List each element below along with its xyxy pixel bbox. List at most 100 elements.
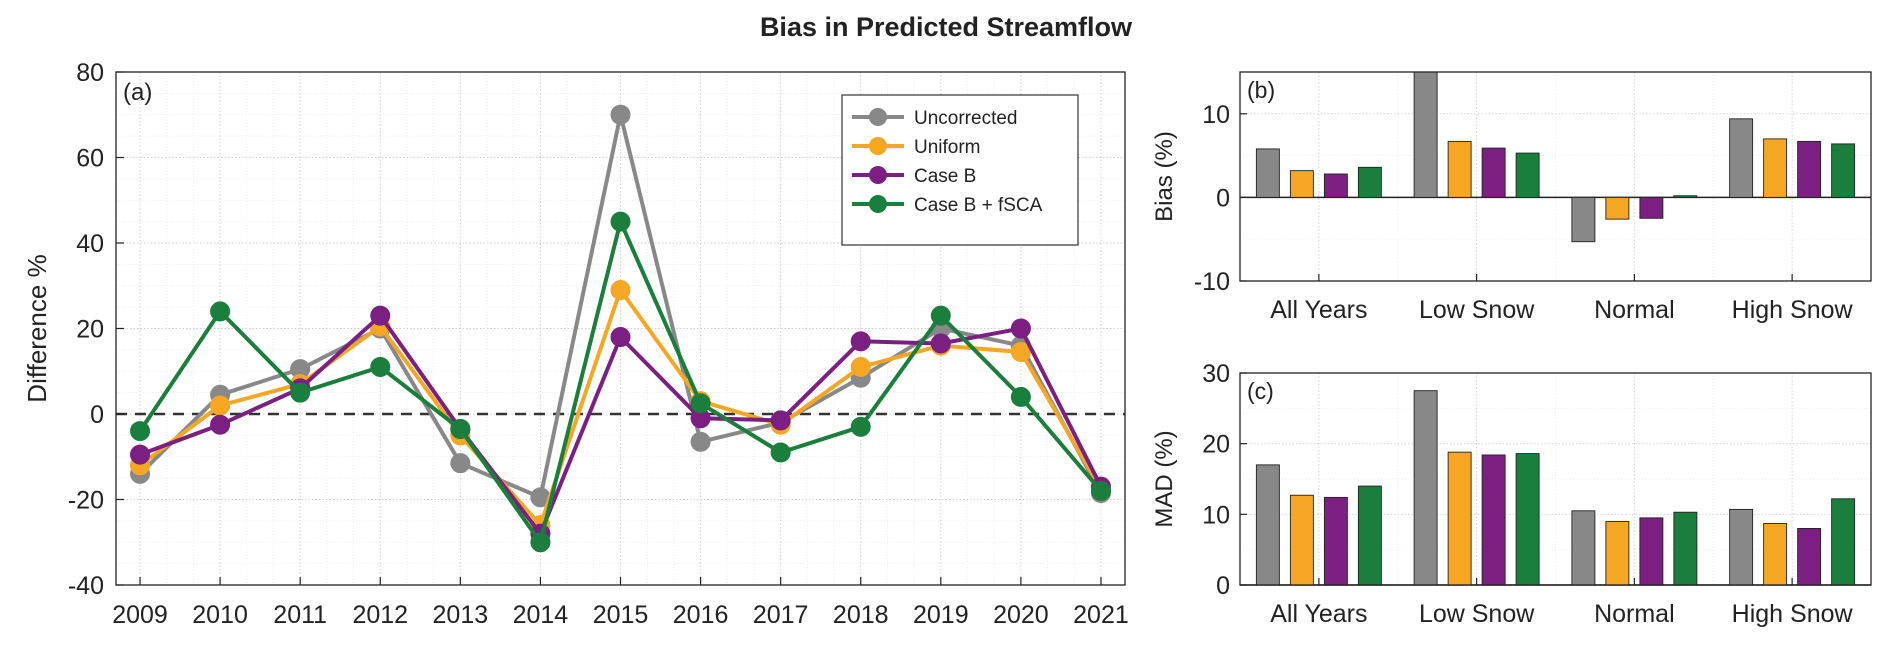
y-tick-label: -40	[68, 572, 104, 600]
data-point	[850, 356, 871, 377]
y-axis-label: MAD (%)	[1151, 430, 1178, 527]
y-tick-label: 40	[76, 230, 104, 258]
data-point	[1010, 386, 1031, 407]
bar	[1447, 451, 1472, 586]
y-tick-label: 20	[76, 316, 104, 344]
data-point	[610, 280, 631, 301]
x-tick-label: 2019	[913, 601, 969, 629]
y-tick-label: 0	[1216, 572, 1230, 600]
y-tick-label: 10	[1202, 501, 1230, 529]
data-point	[770, 410, 791, 431]
x-tick-label: 2011	[273, 601, 327, 629]
data-point	[1010, 342, 1031, 363]
data-point	[370, 356, 391, 377]
data-point	[610, 211, 631, 232]
data-point	[770, 442, 791, 463]
panel-c-axes-frame	[1239, 372, 1872, 586]
x-tick-label: Normal	[1594, 600, 1675, 628]
data-point	[210, 395, 231, 416]
data-point	[690, 393, 711, 414]
bar	[1571, 510, 1596, 586]
x-tick-label: High Snow	[1732, 600, 1854, 628]
bar	[1481, 147, 1506, 198]
bar	[1447, 140, 1472, 198]
y-tick-label: 20	[1202, 431, 1230, 459]
bar	[1571, 196, 1596, 243]
data-point	[450, 453, 471, 474]
x-tick-label: Low Snow	[1419, 600, 1535, 628]
legend-marker	[869, 166, 887, 184]
data-point	[210, 301, 231, 322]
bar	[1357, 485, 1382, 586]
legend-marker	[869, 195, 887, 213]
x-tick-label: 2017	[753, 601, 809, 629]
data-point	[690, 431, 711, 452]
data-point	[850, 331, 871, 352]
y-axis-label: Difference %	[22, 254, 52, 402]
x-tick-label: Normal	[1594, 296, 1675, 324]
data-point	[610, 104, 631, 125]
y-tick-label: -20	[68, 487, 104, 515]
bar	[1797, 140, 1822, 198]
data-point	[1090, 480, 1111, 501]
bar	[1729, 508, 1754, 586]
bar	[1289, 494, 1314, 586]
x-tick-label: High Snow	[1732, 296, 1854, 324]
bar	[1673, 195, 1698, 198]
legend-label: Uniform	[914, 137, 981, 158]
x-tick-label: All Years	[1270, 296, 1367, 324]
data-point	[370, 305, 391, 326]
x-tick-label: 2014	[513, 601, 569, 629]
data-point	[1010, 318, 1031, 339]
bar	[1481, 454, 1506, 586]
bar	[1639, 196, 1664, 219]
bar	[1639, 517, 1664, 586]
figure-title: Bias in Predicted Streamflow	[759, 12, 1133, 42]
bar	[1763, 523, 1788, 586]
legend-marker	[869, 137, 887, 155]
series-line	[138, 219, 1103, 545]
y-axis-label: Bias (%)	[1151, 131, 1178, 222]
x-tick-label: 2009	[112, 601, 168, 629]
y-tick-label: 30	[1202, 360, 1230, 388]
y-tick-label: 60	[76, 145, 104, 173]
bar	[1605, 520, 1630, 586]
x-tick-label: 2015	[593, 601, 649, 629]
panel-b-axes-frame	[1239, 71, 1872, 282]
data-point	[290, 382, 311, 403]
x-tick-label: 2018	[833, 601, 889, 629]
bar	[1831, 143, 1856, 198]
bar	[1729, 118, 1754, 198]
data-point	[130, 421, 151, 442]
x-tick-label: 2020	[993, 601, 1049, 629]
data-point	[850, 416, 871, 437]
legend-label: Case B	[914, 166, 976, 187]
data-point	[210, 414, 231, 435]
data-point	[930, 305, 951, 326]
panel-label: (c)	[1247, 378, 1274, 404]
bar	[1413, 390, 1438, 586]
x-tick-label: 2010	[192, 601, 248, 629]
y-tick-label: 0	[1216, 184, 1230, 212]
bar	[1255, 464, 1280, 586]
y-tick-label: 0	[90, 401, 104, 429]
bar	[1831, 498, 1856, 586]
panel-label: (b)	[1247, 77, 1275, 103]
bar	[1255, 148, 1280, 198]
x-tick-label: 2012	[352, 601, 408, 629]
data-point	[610, 327, 631, 348]
x-tick-label: 2013	[433, 601, 489, 629]
x-tick-label: Low Snow	[1419, 296, 1535, 324]
bar	[1797, 528, 1822, 586]
bar	[1357, 166, 1382, 198]
bar	[1515, 152, 1540, 198]
bar	[1515, 453, 1540, 586]
bar	[1289, 170, 1314, 198]
bar	[1413, 71, 1438, 198]
legend-marker	[869, 108, 887, 126]
data-point	[530, 532, 551, 553]
x-tick-label: 2016	[673, 601, 729, 629]
bar	[1323, 496, 1348, 586]
bar	[1673, 511, 1698, 586]
